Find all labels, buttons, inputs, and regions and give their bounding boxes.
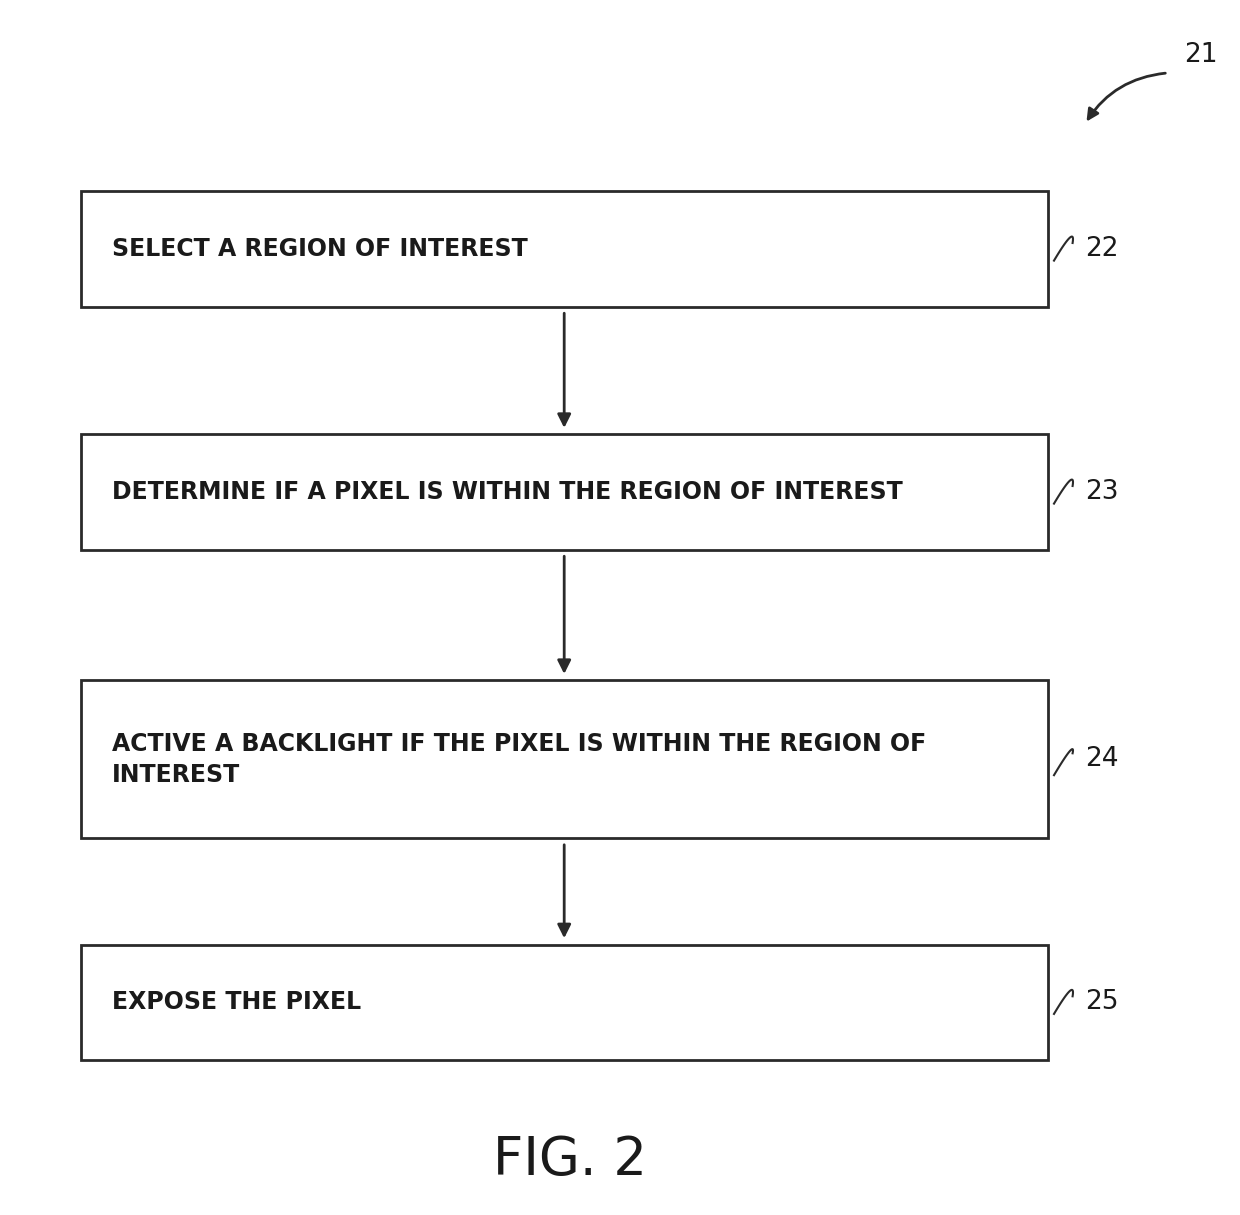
Bar [81, 191, 1048, 306]
Text: 21: 21 [1184, 41, 1218, 68]
Bar [81, 945, 1048, 1059]
Text: ACTIVE A BACKLIGHT IF THE PIXEL IS WITHIN THE REGION OF
INTEREST: ACTIVE A BACKLIGHT IF THE PIXEL IS WITHI… [112, 731, 926, 787]
Text: 25: 25 [1085, 989, 1118, 1016]
Text: 23: 23 [1085, 479, 1118, 505]
Text: DETERMINE IF A PIXEL IS WITHIN THE REGION OF INTEREST: DETERMINE IF A PIXEL IS WITHIN THE REGIO… [112, 480, 903, 504]
Bar [81, 435, 1048, 549]
Text: FIG. 2: FIG. 2 [494, 1135, 647, 1186]
Text: SELECT A REGION OF INTEREST: SELECT A REGION OF INTEREST [112, 237, 527, 261]
Bar [81, 680, 1048, 838]
Text: 22: 22 [1085, 236, 1118, 262]
Text: 24: 24 [1085, 746, 1118, 773]
Text: EXPOSE THE PIXEL: EXPOSE THE PIXEL [112, 990, 361, 1015]
